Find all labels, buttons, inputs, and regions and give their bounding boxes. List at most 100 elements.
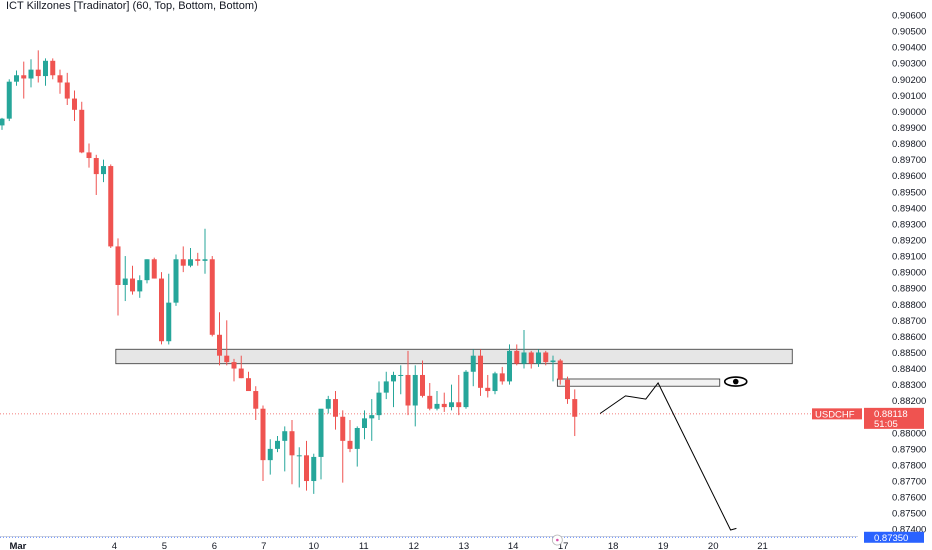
y-tick-label: 0.87900	[892, 444, 926, 455]
candle	[57, 69, 63, 94]
candle-body	[64, 82, 70, 99]
indicator-label[interactable]: ICT Killzones [Tradinator] (60, Top, Bot…	[6, 0, 258, 12]
candle-body	[311, 456, 317, 482]
candle	[470, 349, 476, 387]
candle-body	[543, 352, 549, 363]
candle-body	[528, 352, 534, 364]
candle	[347, 419, 353, 453]
candle	[528, 350, 534, 369]
candle	[275, 436, 280, 453]
candle	[86, 143, 92, 168]
candle	[333, 391, 338, 430]
candle	[108, 164, 114, 249]
candle	[318, 408, 324, 480]
candle	[122, 256, 128, 302]
candle-body	[115, 246, 121, 285]
x-tick-label: 4	[112, 541, 117, 550]
candle-body	[536, 352, 541, 364]
candle-body	[376, 392, 382, 416]
candle	[340, 410, 346, 483]
candle-body	[333, 399, 338, 417]
candle	[14, 70, 19, 86]
y-tick-label: 0.88000	[892, 428, 926, 439]
candle-body	[557, 360, 563, 380]
candle-body	[565, 379, 570, 400]
candle	[478, 349, 483, 396]
candle	[362, 410, 367, 440]
candle	[35, 50, 41, 83]
candle	[354, 426, 360, 467]
candle-body	[420, 374, 425, 396]
candle-body	[130, 278, 135, 292]
last-price-tag-bg	[864, 407, 924, 429]
candle-body	[521, 352, 527, 364]
candle	[420, 360, 425, 398]
candle	[253, 386, 259, 420]
y-tick-label: 0.88300	[892, 380, 926, 391]
candle-body	[217, 334, 222, 356]
candle	[144, 259, 150, 284]
candle-body	[412, 374, 418, 406]
y-tick-label: 0.90600	[892, 11, 926, 22]
candle-body	[260, 408, 266, 461]
candle	[296, 447, 302, 488]
candle-body	[456, 402, 462, 408]
symbol-tag-bg	[812, 408, 862, 420]
eye-icon	[723, 376, 748, 387]
candle-body	[507, 350, 512, 382]
y-tick-label: 0.87800	[892, 460, 926, 471]
candle-body	[57, 75, 63, 83]
candle-body	[362, 418, 367, 428]
candle-body	[253, 391, 259, 409]
candle	[456, 374, 462, 416]
y-tick-label: 0.90000	[892, 107, 926, 118]
candle	[238, 355, 244, 379]
y-tick-label: 0.90200	[892, 75, 926, 86]
candle	[246, 371, 251, 392]
candle	[43, 58, 48, 86]
candle	[267, 439, 273, 475]
y-tick-label: 0.89900	[892, 123, 926, 134]
candle-body	[180, 259, 186, 266]
candle	[217, 312, 222, 366]
x-tick-label: 7	[261, 541, 266, 550]
candle-body	[354, 427, 360, 449]
candle-body	[550, 360, 556, 363]
event-marker-icon	[551, 534, 563, 546]
candle-body	[72, 98, 77, 110]
candle	[64, 72, 70, 105]
candle	[485, 374, 491, 398]
candle	[282, 426, 288, 472]
candle-body	[188, 259, 193, 266]
last-price-label: 0.88118	[874, 409, 908, 420]
y-tick-label: 0.87600	[892, 493, 926, 504]
target-price-tag-bg	[864, 531, 924, 543]
y-tick-label: 0.88800	[892, 300, 926, 311]
candle-body	[405, 374, 411, 406]
candle	[304, 440, 309, 491]
candle	[543, 350, 549, 366]
candle	[166, 273, 172, 345]
y-tick-label: 0.89500	[892, 187, 926, 198]
candle	[231, 358, 237, 382]
candle	[412, 365, 418, 427]
y-tick-label: 0.89300	[892, 219, 926, 230]
candle-body	[499, 373, 505, 382]
candle	[115, 238, 121, 316]
x-tick-label: 6	[212, 541, 217, 550]
liquidity-zone-rect	[556, 378, 721, 387]
symbol-tag-text: USDCHF	[815, 409, 855, 420]
candle-body	[79, 109, 85, 153]
candle	[50, 58, 56, 80]
candle	[499, 366, 505, 385]
candle	[159, 272, 164, 345]
candle-body	[6, 81, 12, 119]
candle	[180, 246, 186, 273]
candle	[79, 101, 85, 154]
candle-body	[28, 69, 34, 79]
y-tick-label: 0.87400	[892, 525, 926, 536]
candle-body	[151, 259, 157, 279]
candle	[391, 371, 396, 408]
